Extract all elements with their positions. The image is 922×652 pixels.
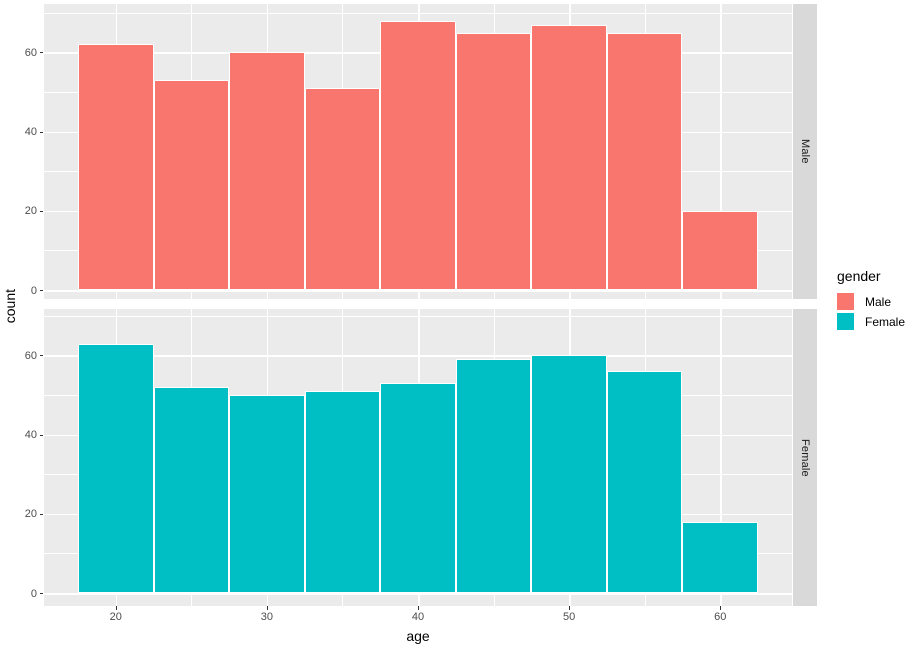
x-tick-label-60: 60 [714,611,727,623]
legend-item-male: Male [837,293,905,310]
x-tick-mark [720,606,722,610]
legend-label-female: Female [865,314,906,329]
histogram-bar-female-45 [455,359,532,593]
y-tick-label-20: 20 [24,508,37,521]
x-tick-label-40: 40 [411,611,425,623]
y-tick-label-20: 20 [24,205,37,218]
facet-strip-label-female: Female [799,438,811,477]
histogram-bar-female-50 [531,355,607,593]
major-gridline-x [720,4,722,299]
y-tick-mark [40,355,43,357]
facet-strip-male: Male [793,4,817,299]
y-tick-label-60: 60 [24,46,37,59]
x-tick-mark [418,606,419,610]
histogram-bar-male-60 [682,210,758,290]
histogram-bar-male-20 [78,44,154,290]
y-tick-label-40: 40 [24,126,37,139]
x-tick-label-50: 50 [562,611,576,623]
histogram-bar-female-55 [606,371,683,593]
y-axis-title: count [2,288,18,324]
y-tick-label-0: 0 [30,284,37,297]
major-gridline-x [720,309,722,606]
histogram-bar-female-30 [229,395,305,593]
legend-title: gender [837,268,881,284]
y-tick-label-60: 60 [24,349,37,362]
legend-swatch-male [837,293,854,310]
y-tick-mark [40,210,43,212]
y-tick-mark [40,513,43,515]
legend: gender Male Female [837,268,905,333]
histogram-bar-female-20 [78,343,154,593]
histogram-bar-female-40 [380,383,456,593]
histogram-bar-female-60 [682,521,758,593]
histogram-bar-female-35 [304,391,381,593]
histogram-bar-male-35 [304,88,381,290]
legend-item-female: Female [837,313,905,330]
facet-panel-female [44,309,792,606]
x-tick-label-30: 30 [260,611,273,623]
x-tick-mark [569,606,571,610]
legend-label-male: Male [865,294,892,309]
legend-items: Male Female [837,293,905,330]
y-tick-mark [40,52,43,54]
y-tick-mark [40,290,43,291]
y-tick-label-0: 0 [30,587,37,600]
x-tick-mark [266,606,268,610]
legend-swatch-female [837,313,854,330]
histogram-bar-male-25 [153,80,230,290]
histogram-bar-male-55 [606,32,683,290]
facet-strip-female: Female [793,309,817,606]
facet-panel-male [44,4,792,299]
histogram-bar-female-25 [153,387,230,593]
y-tick-mark [40,131,43,133]
histogram-bar-male-45 [455,32,532,290]
x-tick-mark [115,606,117,610]
facet-strip-label-male: Male [799,139,811,164]
x-tick-label-20: 20 [109,611,122,623]
histogram-bar-male-30 [229,52,305,290]
y-tick-mark [40,434,43,436]
y-tick-label-40: 40 [24,429,37,442]
y-tick-mark [40,593,43,594]
histogram-bar-male-40 [380,20,456,290]
x-axis-title: age [406,628,430,644]
y-axis-title-wrap: count [2,0,18,612]
histogram-bar-male-50 [531,24,607,290]
